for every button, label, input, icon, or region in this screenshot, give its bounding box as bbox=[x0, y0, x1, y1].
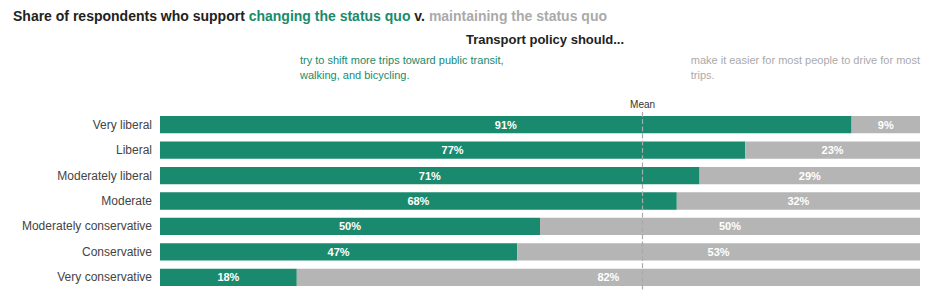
svg-text:Moderate: Moderate bbox=[101, 194, 152, 208]
svg-text:71%: 71% bbox=[419, 170, 441, 182]
svg-text:82%: 82% bbox=[597, 271, 619, 283]
svg-text:68%: 68% bbox=[407, 195, 429, 207]
svg-text:changing the status quo: changing the status quo bbox=[249, 8, 411, 24]
svg-text:walking, and bicycling.: walking, and bicycling. bbox=[299, 69, 409, 81]
svg-text:Conservative: Conservative bbox=[82, 245, 152, 259]
svg-text:53%: 53% bbox=[708, 246, 730, 258]
svg-text:Mean: Mean bbox=[630, 99, 655, 110]
svg-text:maintaining the status quo: maintaining the status quo bbox=[429, 8, 607, 24]
svg-text:make it easier for most people: make it easier for most people to drive … bbox=[691, 54, 920, 66]
svg-text:Very conservative: Very conservative bbox=[57, 270, 152, 284]
svg-text:29%: 29% bbox=[799, 170, 821, 182]
svg-text:Moderately conservative: Moderately conservative bbox=[22, 219, 152, 233]
svg-text:Moderately liberal: Moderately liberal bbox=[57, 169, 152, 183]
svg-text:18%: 18% bbox=[217, 271, 239, 283]
svg-text:Liberal: Liberal bbox=[116, 143, 152, 157]
svg-text:50%: 50% bbox=[719, 220, 741, 232]
svg-text:v.: v. bbox=[410, 8, 428, 24]
svg-text:47%: 47% bbox=[328, 246, 350, 258]
svg-text:91%: 91% bbox=[495, 119, 517, 131]
svg-text:77%: 77% bbox=[442, 144, 464, 156]
svg-text:try to shift more trips toward: try to shift more trips toward public tr… bbox=[300, 54, 504, 66]
svg-text:trips.: trips. bbox=[691, 69, 715, 81]
svg-text:9%: 9% bbox=[878, 119, 894, 131]
svg-text:50%: 50% bbox=[339, 220, 361, 232]
svg-text:32%: 32% bbox=[787, 195, 809, 207]
svg-text:Transport policy should...: Transport policy should... bbox=[466, 32, 624, 47]
svg-text:Share of respondents who suppo: Share of respondents who support bbox=[13, 8, 249, 24]
svg-text:23%: 23% bbox=[822, 144, 844, 156]
svg-text:Very liberal: Very liberal bbox=[93, 118, 152, 132]
